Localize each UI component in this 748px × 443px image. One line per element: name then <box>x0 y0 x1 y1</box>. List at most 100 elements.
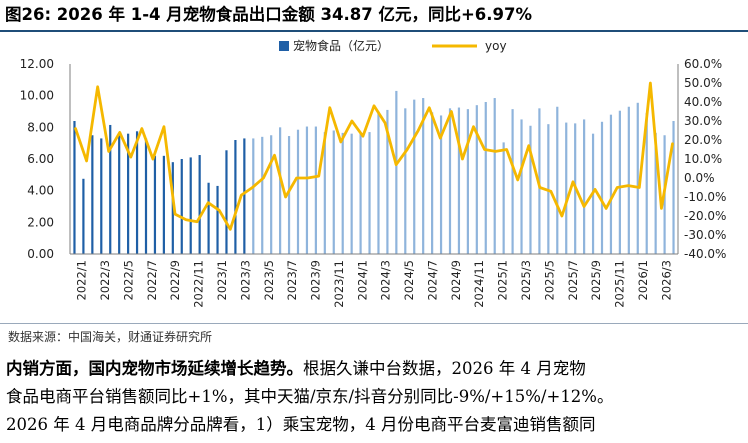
bar-13 <box>189 157 192 254</box>
bar-31 <box>350 133 353 254</box>
chart-area: 宠物食品（亿元） yoy 0.00 2.00 4.00 6.00 8.00 10.00 12.… <box>0 32 748 322</box>
x-tick-label: 2026/1 <box>636 260 650 300</box>
bar-34 <box>377 111 380 254</box>
y-right-tick-label: -30.0% <box>684 228 726 242</box>
x-tick-label: 2024/3 <box>379 260 393 300</box>
bar-65 <box>654 132 657 254</box>
bar-7 <box>135 131 139 254</box>
y-right-tick-label: 50.0% <box>684 76 722 90</box>
bar-49 <box>511 109 514 255</box>
bar-21 <box>261 136 264 254</box>
paragraph-line-2: 食品电商平台销售额同比+1%，其中天猫/京东/抖音分别同比-9%/+15%/+1… <box>6 387 614 406</box>
bar-51 <box>529 125 532 254</box>
bar-8 <box>144 138 148 254</box>
bar-45 <box>475 105 478 254</box>
bar-3 <box>100 138 103 254</box>
bar-54 <box>556 106 559 254</box>
y-left-tick-label: 6.00 <box>27 152 54 166</box>
bar-48 <box>502 142 505 255</box>
bar-38 <box>413 99 416 255</box>
x-tick-label: 2022/7 <box>145 260 159 300</box>
y-right-tick-label: -20.0% <box>684 209 726 223</box>
bar-60 <box>609 114 613 254</box>
paragraph-line-1-rest: 根据久谦中台数据，2026 年 4 月宠物 <box>303 359 586 378</box>
source-divider <box>0 323 748 324</box>
bar-37 <box>404 108 407 254</box>
x-tick-label: 2025/5 <box>542 260 556 300</box>
legend-bar-swatch <box>279 41 289 51</box>
x-tick-label: 2024/1 <box>355 260 369 300</box>
x-tick-label: 2023/5 <box>262 260 276 300</box>
x-tick-label: 2024/9 <box>449 260 463 300</box>
paragraph-lead: 内销方面，国内宠物市场延续增长趋势。 <box>6 359 303 378</box>
x-tick-label: 2025/3 <box>519 260 533 300</box>
bar-33 <box>368 132 371 254</box>
x-tick-label: 2023/7 <box>285 260 299 300</box>
legend-line-label: yoy <box>485 39 507 53</box>
bar-25 <box>296 129 300 254</box>
chart-axes <box>69 64 679 255</box>
bar-28 <box>323 132 326 254</box>
bar-11 <box>171 162 174 254</box>
bar-32 <box>359 133 362 254</box>
legend-bar-label: 宠物食品（亿元） <box>293 38 389 53</box>
x-tick-label: 2025/1 <box>496 260 510 300</box>
bar-46 <box>484 102 487 254</box>
y-left-tick-label: 12.00 <box>20 57 54 71</box>
yoy-line-series <box>74 81 674 231</box>
bar-30 <box>341 132 344 254</box>
bar-41 <box>439 115 443 255</box>
paragraph-line-3: 2026 年 4 月电商品牌分品牌看，1）乘宝宠物，4 月份电商平台麦富迪销售额… <box>6 415 596 434</box>
x-tick-label: 2023/9 <box>309 260 323 300</box>
x-tick-label: 2025/11 <box>613 260 627 308</box>
bar-9 <box>153 155 157 254</box>
bar-15 <box>207 182 210 254</box>
x-tick-label: 2024/5 <box>402 260 416 300</box>
chart-tick-labels: 0.00 2.00 4.00 6.00 8.00 10.00 12.00 -40.0% -30.… <box>20 57 727 308</box>
y-right-tick-label: 30.0% <box>684 114 722 128</box>
x-tick-label: 2025/9 <box>589 260 603 300</box>
x-tick-label: 2024/7 <box>425 260 439 300</box>
y-left-tick-label: 10.00 <box>20 89 54 103</box>
bar-50 <box>520 119 523 254</box>
bar-59 <box>600 121 604 254</box>
bar-12 <box>180 159 183 254</box>
bar-62 <box>627 106 630 254</box>
bar-6 <box>127 133 130 254</box>
analysis-paragraph: 内销方面，国内宠物市场延续增长趋势。根据久谦中台数据，2026 年 4 月宠物 … <box>6 355 746 439</box>
bar-40 <box>431 112 434 254</box>
bar-series <box>73 90 675 255</box>
export-chart: 宠物食品（亿元） yoy 0.00 2.00 4.00 6.00 8.00 10.00 12.… <box>20 38 727 308</box>
x-tick-label: 2023/3 <box>238 260 252 300</box>
bar-17 <box>225 150 228 254</box>
chart-legend: 宠物食品（亿元） yoy <box>279 38 507 53</box>
bar-35 <box>386 109 389 254</box>
bar-1 <box>82 178 85 254</box>
x-tick-label: 2022/11 <box>192 260 206 308</box>
yoy-line <box>74 81 674 231</box>
x-tick-label: 2023/1 <box>215 260 229 300</box>
bar-55 <box>565 122 568 254</box>
bar-20 <box>252 138 255 254</box>
y-left-tick-label: 4.00 <box>27 184 54 198</box>
bar-24 <box>287 136 291 254</box>
paragraph-line-1: 内销方面，国内宠物市场延续增长趋势。根据久谦中台数据，2026 年 4 月宠物 <box>6 355 746 383</box>
x-tick-label: 2022/1 <box>75 260 89 300</box>
bar-23 <box>279 127 282 254</box>
bar-43 <box>457 107 461 254</box>
x-tick-label: 2022/5 <box>121 260 135 300</box>
x-tick-label: 2023/11 <box>332 260 346 308</box>
bar-67 <box>672 121 675 254</box>
bar-61 <box>618 110 621 255</box>
x-tick-label: 2022/3 <box>98 260 112 300</box>
bar-47 <box>493 98 496 254</box>
bar-5 <box>118 135 121 254</box>
x-tick-label: 2022/9 <box>168 260 182 300</box>
bar-36 <box>395 90 398 254</box>
y-left-tick-label: 2.00 <box>27 215 54 229</box>
bar-16 <box>216 185 219 254</box>
x-tick-label: 2026/3 <box>659 260 673 300</box>
y-right-tick-label: 10.0% <box>684 152 722 166</box>
bar-2 <box>91 135 94 254</box>
bar-39 <box>422 98 425 254</box>
